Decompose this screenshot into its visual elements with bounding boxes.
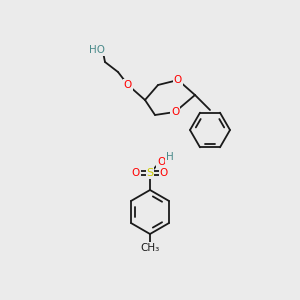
- Text: CH₃: CH₃: [140, 243, 160, 253]
- Text: O: O: [160, 168, 168, 178]
- Text: O: O: [124, 80, 132, 90]
- Text: H: H: [166, 152, 174, 162]
- Text: S: S: [146, 168, 154, 178]
- Text: HO: HO: [89, 45, 105, 55]
- Text: O: O: [171, 107, 179, 117]
- Text: O: O: [132, 168, 140, 178]
- Text: O: O: [157, 157, 165, 167]
- Text: O: O: [174, 75, 182, 85]
